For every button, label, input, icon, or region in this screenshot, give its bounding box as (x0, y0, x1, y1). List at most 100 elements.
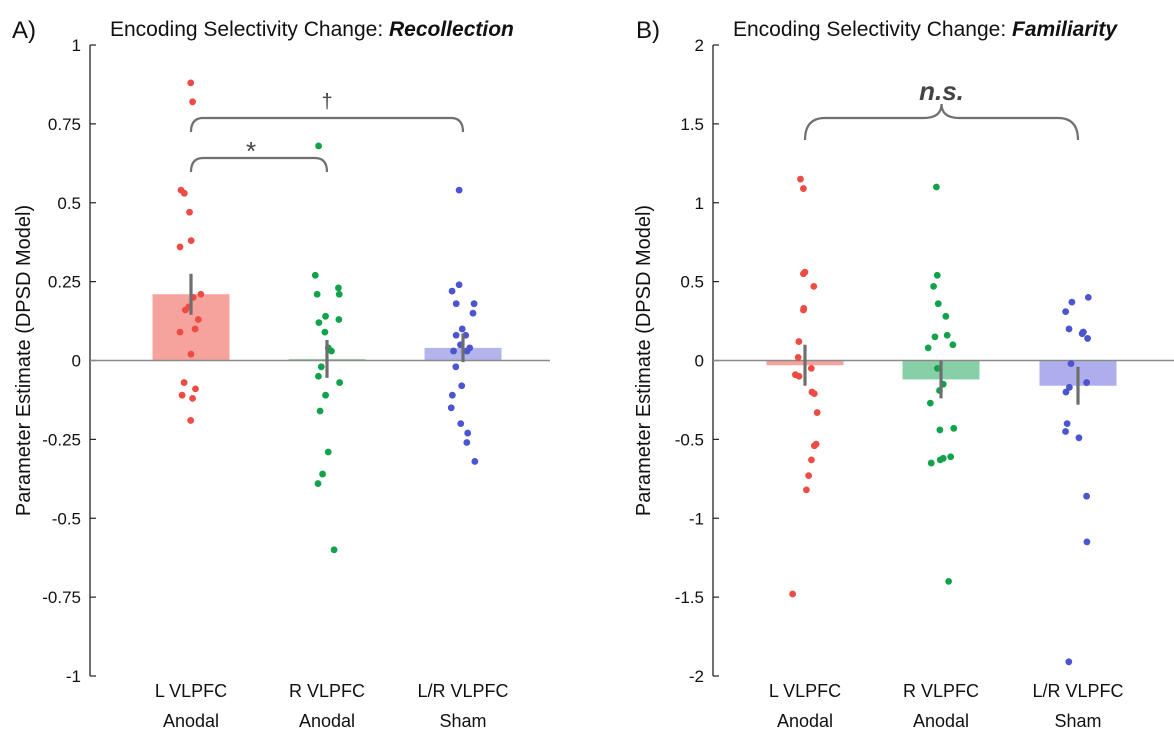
data-point (1063, 420, 1071, 427)
data-point (1065, 383, 1073, 391)
panel-label: A) (12, 17, 36, 44)
data-point (1068, 298, 1076, 306)
data-point (794, 353, 802, 361)
x-tick-label: Anodal (777, 711, 833, 731)
y-tick-label: -0.75 (42, 588, 81, 607)
data-point (458, 325, 466, 333)
data-point (1067, 360, 1075, 368)
data-point (947, 453, 955, 461)
data-point (336, 379, 344, 386)
data-point (1075, 434, 1083, 442)
x-tick-label: Anodal (913, 711, 969, 731)
x-tick-label: L/R VLPFC (417, 681, 508, 701)
data-point (324, 448, 332, 456)
significance-label: n.s. (919, 76, 964, 106)
data-point (187, 350, 195, 358)
data-point (1083, 538, 1091, 546)
chart-panel-1: A) Encoding Selectivity Change: Recollect… (12, 17, 550, 731)
data-point (933, 364, 941, 372)
data-point (197, 290, 205, 298)
data-point (797, 175, 804, 183)
data-point (470, 300, 478, 308)
data-point (315, 319, 323, 327)
data-point (180, 379, 188, 386)
chart-title-prefix: Encoding Selectivity Change: (733, 18, 1012, 41)
x-tick-label: R VLPFC (903, 681, 979, 701)
data-point (469, 309, 477, 317)
data-point (808, 456, 815, 464)
y-tick-label: 1 (72, 36, 81, 55)
data-point (455, 186, 463, 194)
chart-title: Encoding Selectivity Change: Familiarity (733, 18, 1118, 41)
data-point (458, 382, 466, 390)
data-point (1065, 325, 1073, 333)
x-tick-label: L/R VLPFC (1032, 681, 1123, 701)
data-point (317, 363, 325, 371)
y-tick-label: -1.5 (675, 588, 704, 607)
data-point (1065, 658, 1073, 666)
data-point (181, 306, 189, 314)
x-tick-label: Anodal (299, 711, 355, 731)
chart-title-emphasis: Familiarity (1012, 18, 1118, 41)
data-point (933, 271, 941, 279)
y-tick-label: 0 (72, 352, 81, 371)
data-point (464, 429, 472, 437)
y-tick-label: 1 (695, 194, 704, 213)
data-point (1078, 330, 1086, 338)
data-point (463, 347, 471, 355)
y-tick-label: -0.25 (42, 430, 81, 449)
data-point (936, 456, 944, 464)
y-tick-label: 0 (695, 352, 704, 371)
data-point (942, 312, 950, 320)
data-point (186, 208, 193, 216)
data-point (187, 79, 195, 87)
y-tick-label: 0.75 (48, 115, 81, 134)
data-point (795, 338, 803, 345)
data-point (452, 300, 460, 308)
y-tick-label: -2 (689, 667, 704, 686)
data-point (810, 442, 818, 450)
data-point (1062, 308, 1070, 315)
data-point (328, 347, 335, 355)
data-point (934, 300, 942, 308)
data-point (319, 470, 326, 478)
data-point (799, 185, 807, 192)
data-point (192, 385, 199, 393)
data-point (943, 331, 951, 339)
y-tick-label: -1 (689, 509, 704, 528)
significance-bracket (189, 156, 329, 173)
x-tick-label: Anodal (163, 711, 219, 731)
data-point (187, 237, 195, 245)
data-point (813, 409, 821, 416)
chart-title-prefix: Encoding Selectivity Change: (110, 18, 389, 41)
data-point (315, 372, 322, 380)
data-point (189, 98, 196, 106)
data-point (455, 281, 463, 289)
y-axis-label: Parameter Estimate (DPSD Model) (13, 205, 35, 516)
data-point (335, 284, 342, 292)
data-point (322, 391, 329, 399)
significance-bracket (803, 103, 1080, 141)
data-point (452, 363, 460, 371)
data-point (316, 407, 324, 415)
data-point (471, 458, 479, 465)
data-point (800, 270, 807, 278)
panel-label: B) (636, 17, 660, 44)
y-tick-label: 1.5 (680, 115, 704, 134)
data-point (789, 590, 797, 598)
chart-panel-2: B) Encoding Selectivity Change: Familiari… (633, 17, 1174, 731)
significance-label: * (246, 136, 256, 166)
data-point (447, 404, 455, 412)
data-point (1083, 379, 1090, 386)
data-point (949, 341, 957, 349)
data-point (926, 399, 934, 407)
data-point (924, 344, 932, 352)
data-point (176, 328, 184, 336)
data-point (189, 394, 196, 402)
data-point (936, 426, 944, 434)
data-point (315, 142, 322, 150)
data-point (810, 390, 818, 398)
y-axis-label: Parameter Estimate (DPSD Model) (633, 205, 655, 516)
data-point (1084, 335, 1092, 342)
